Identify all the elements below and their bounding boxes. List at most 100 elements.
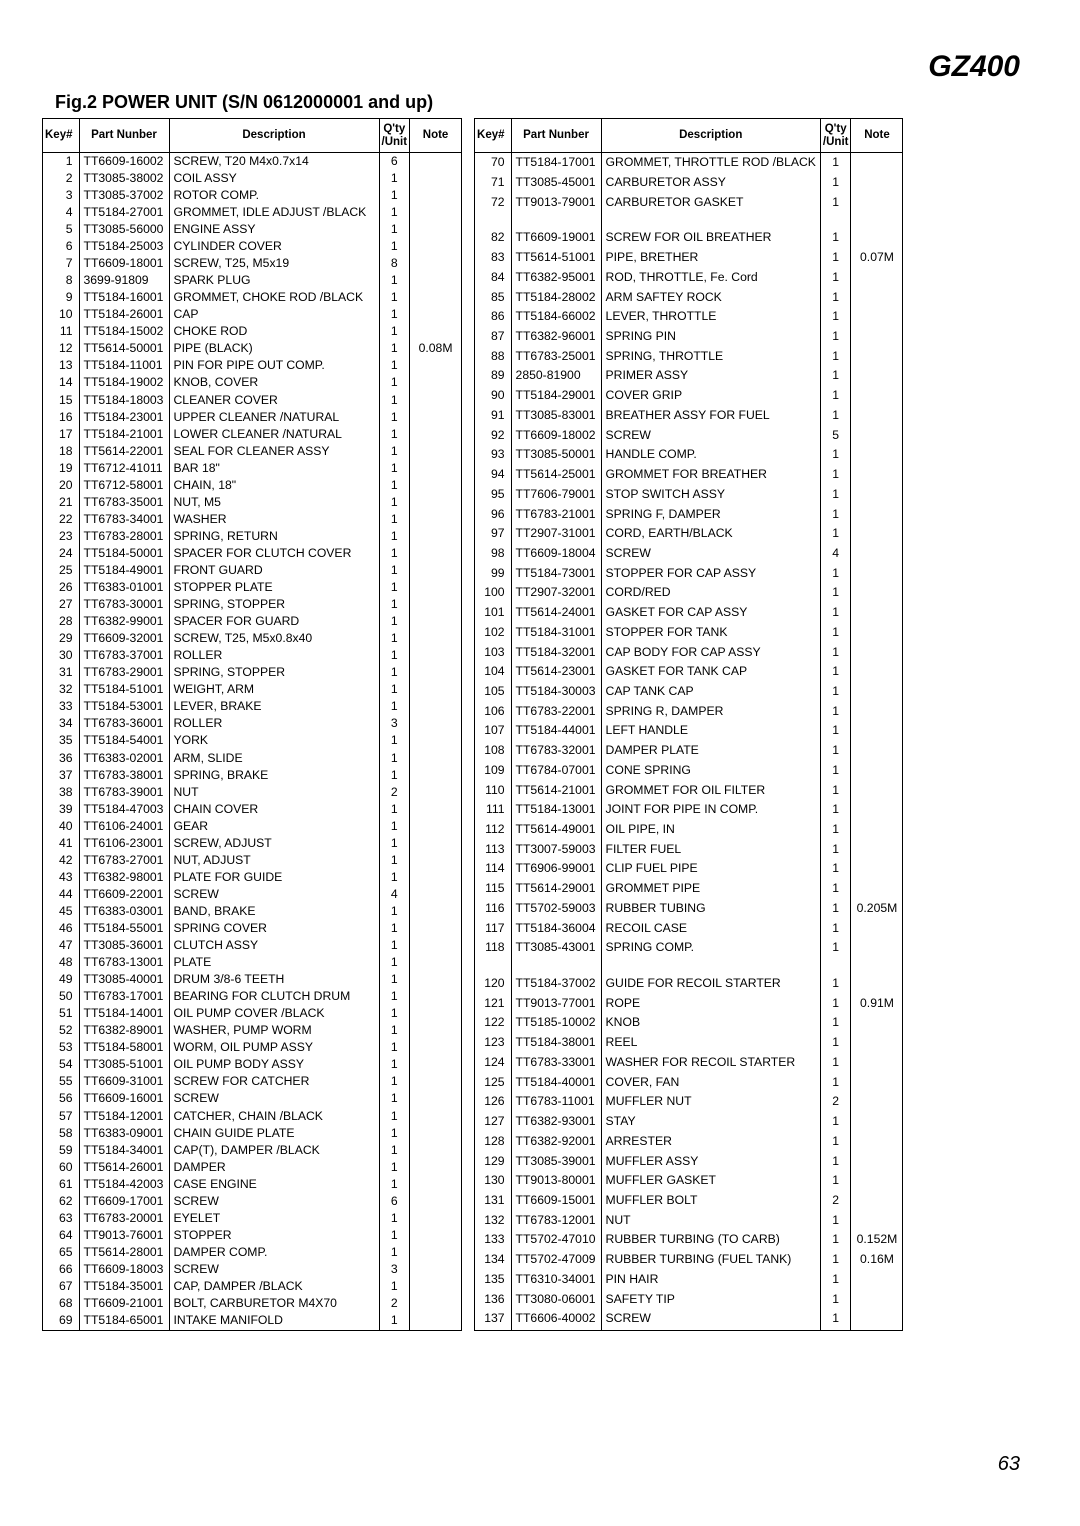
cell-desc: BOLT, CARBURETOR M4X70 — [169, 1295, 379, 1312]
cell-key: 44 — [43, 886, 80, 903]
cell-note — [410, 290, 462, 307]
cell-note — [851, 583, 903, 603]
cell-key: 62 — [43, 1193, 80, 1210]
cell-note — [410, 1176, 462, 1193]
table-row: 107TT5184-44001LEFT HANDLE1 — [475, 721, 903, 741]
cell-pn: TT5184-55001 — [79, 920, 169, 937]
cell-pn: TT6382-93001 — [511, 1112, 601, 1132]
table-row: 137TT6606-40002SCREW1 — [475, 1309, 903, 1330]
cell-qty: 6 — [379, 1193, 410, 1210]
cell-pn: TT6383-02001 — [79, 750, 169, 767]
cell-qty: 1 — [379, 869, 410, 886]
cell-qty: 1 — [820, 800, 851, 820]
cell-pn: TT3085-50001 — [511, 445, 601, 465]
table-row: 3TT3085-37002ROTOR COMP.1 — [43, 187, 462, 204]
cell-note: 0.08M — [410, 341, 462, 358]
cell-desc: STAY — [601, 1112, 820, 1132]
table-row: 46TT5184-55001SPRING COVER1 — [43, 920, 462, 937]
table-row: 22TT6783-34001WASHER1 — [43, 511, 462, 528]
header-desc: Description — [601, 119, 820, 153]
cell-key: 29 — [43, 631, 80, 648]
cell-note — [851, 800, 903, 820]
table-row: 40TT6106-24001GEAR1 — [43, 818, 462, 835]
cell-qty: 1 — [820, 1309, 851, 1330]
cell-desc: STOPPER FOR TANK — [601, 623, 820, 643]
cell-qty: 1 — [379, 954, 410, 971]
cell-pn: TT5184-13001 — [511, 800, 601, 820]
cell-pn: TT6783-35001 — [79, 494, 169, 511]
cell-pn: TT6382-92001 — [511, 1132, 601, 1152]
cell-key: 129 — [475, 1152, 512, 1172]
cell-qty: 1 — [379, 290, 410, 307]
table-row: 61TT5184-42003CASE ENGINE1 — [43, 1176, 462, 1193]
cell-desc: MUFFLER BOLT — [601, 1191, 820, 1211]
cell-qty: 1 — [379, 1159, 410, 1176]
cell-qty: 1 — [820, 879, 851, 899]
cell-qty: 1 — [379, 1074, 410, 1091]
table-row: 35TT5184-54001YORK1 — [43, 733, 462, 750]
cell-qty: 1 — [820, 1250, 851, 1270]
cell-qty: 1 — [379, 1040, 410, 1057]
cell-desc: YORK — [169, 733, 379, 750]
cell-qty: 2 — [820, 1092, 851, 1112]
cell-pn: TT5184-30003 — [511, 682, 601, 702]
cell-key: 99 — [475, 564, 512, 584]
cell-qty: 1 — [379, 528, 410, 545]
cell-note — [851, 173, 903, 193]
cell-desc: CHOKE ROD — [169, 324, 379, 341]
cell-desc: STOPPER — [169, 1227, 379, 1244]
table-row: 113TT3007-59003FILTER FUEL1 — [475, 840, 903, 860]
cell-pn: TT3085-39001 — [511, 1152, 601, 1172]
cell-desc: SCREW — [169, 886, 379, 903]
cell-qty: 1 — [379, 733, 410, 750]
cell-key: 15 — [43, 392, 80, 409]
cell-note — [851, 367, 903, 387]
cell-qty: 1 — [820, 327, 851, 347]
parts-table-right: Key# Part Nunber Description Q'ty /Unit … — [474, 118, 903, 1331]
cell-note — [410, 1125, 462, 1142]
cell-qty: 1 — [379, 648, 410, 665]
cell-desc: PIPE, BRETHER — [601, 248, 820, 268]
cell-desc: BAR 18" — [169, 460, 379, 477]
cell-key: 98 — [475, 544, 512, 564]
cell-pn: TT5184-36004 — [511, 919, 601, 939]
cell-note — [410, 545, 462, 562]
cell-desc: BAND, BRAKE — [169, 903, 379, 920]
cell-key: 11 — [43, 324, 80, 341]
cell-note — [851, 603, 903, 623]
cell-note — [410, 1278, 462, 1295]
table-row: 26TT6383-01001STOPPER PLATE1 — [43, 579, 462, 596]
cell-pn: TT5184-44001 — [511, 721, 601, 741]
cell-desc: SCREW — [169, 1261, 379, 1278]
cell-key: 57 — [43, 1108, 80, 1125]
cell-note — [851, 1073, 903, 1093]
cell-qty: 1 — [820, 1152, 851, 1172]
cell-qty: 2 — [820, 1191, 851, 1211]
table-row: 9TT5184-16001GROMMET, CHOKE ROD /BLACK1 — [43, 290, 462, 307]
cell-key: 61 — [43, 1176, 80, 1193]
cell-desc: ARM, SLIDE — [169, 750, 379, 767]
cell-qty: 1 — [820, 820, 851, 840]
cell-pn: TT5184-51001 — [79, 682, 169, 699]
cell-note — [410, 1091, 462, 1108]
cell-key: 55 — [43, 1074, 80, 1091]
cell-key: 38 — [43, 784, 80, 801]
cell-note — [851, 1053, 903, 1073]
table-row: 42TT6783-27001NUT, ADJUST1 — [43, 852, 462, 869]
cell-note — [851, 761, 903, 781]
cell-key: 50 — [43, 989, 80, 1006]
cell-key: 8 — [43, 273, 80, 290]
cell-desc: CATCHER, CHAIN /BLACK — [169, 1108, 379, 1125]
parts-table-left: Key# Part Nunber Description Q'ty /Unit … — [42, 118, 462, 1331]
cell-desc: CARBURETOR GASKET — [601, 193, 820, 213]
cell-pn: TT5184-49001 — [79, 562, 169, 579]
cell-key: 19 — [43, 460, 80, 477]
cell-qty: 1 — [379, 392, 410, 409]
cell-pn: TT6783-27001 — [79, 852, 169, 869]
cell-desc: WASHER — [169, 511, 379, 528]
cell-pn: TT6783-28001 — [79, 528, 169, 545]
table-row: 118TT3085-43001SPRING COMP.1 — [475, 938, 903, 958]
cell-key: 58 — [43, 1125, 80, 1142]
table-row: 69TT5184-65001INTAKE MANIFOLD1 — [43, 1312, 462, 1330]
cell-pn: TT6783-25001 — [511, 347, 601, 367]
